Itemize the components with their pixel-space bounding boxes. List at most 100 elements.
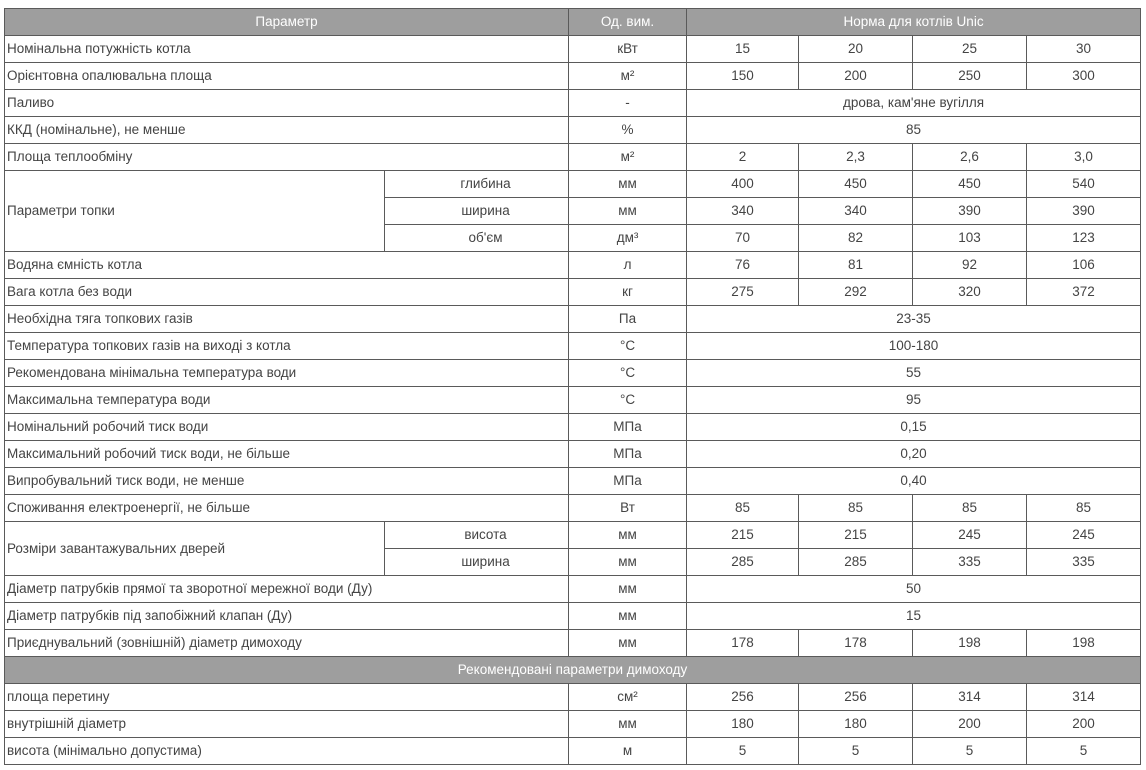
parameter-name: Площа теплообміну — [3, 143, 570, 171]
value-cell: 2,3 — [798, 143, 914, 171]
parameter-name: Максимальний робочий тиск води, не більш… — [3, 440, 570, 468]
unit-cell: °С — [568, 359, 688, 387]
table-row: Діаметр патрубків під запобіжний клапан … — [3, 602, 1142, 630]
value-cell: 275 — [686, 278, 800, 306]
parameter-name: Паливо — [3, 89, 570, 117]
unit-cell: л — [568, 251, 688, 279]
table-row: Максимальна температура води °С 95 — [3, 386, 1142, 414]
unit-cell: °С — [568, 386, 688, 414]
table-row: Діаметр патрубків прямої та зворотної ме… — [3, 575, 1142, 603]
table-row: об'єм дм³ 70 82 103 123 — [5, 224, 1142, 252]
value-cell-merged: 100-180 — [686, 332, 1142, 360]
value-cell: 25 — [912, 35, 1028, 63]
table-row: Площа теплообміну м² 2 2,3 2,6 3,0 — [3, 143, 1142, 171]
table-body: Номінальна потужність котла кВт 15 20 25 30 Ор… — [3, 35, 1142, 765]
value-cell: 178 — [798, 629, 914, 657]
table-row: ККД (номінальне), не менше% 85 — [3, 116, 1142, 144]
parameter-name: Номінальний робочий тиск води — [3, 413, 570, 441]
table-row: Температура топкових газів на виході з к… — [3, 332, 1142, 360]
value-cell: 123 — [1026, 224, 1142, 252]
parameter-name: площа перетину — [3, 683, 570, 711]
header-norm: Норма для котлів Unic — [686, 8, 1142, 36]
header-parameter: Параметр — [3, 8, 570, 36]
value-cell: 81 — [798, 251, 914, 279]
sub-parameter-name: глибина — [383, 170, 570, 198]
table-row: внутрішній діаметр мм 180 180 200 200 — [3, 710, 1142, 738]
value-cell: 285 — [686, 548, 800, 576]
parameter-name: Споживання електроенергії, не більше — [3, 494, 570, 522]
value-cell: 85 — [686, 494, 800, 522]
unit-cell: м² — [568, 143, 688, 171]
value-cell: 103 — [912, 224, 1028, 252]
value-cell: 450 — [798, 170, 914, 198]
unit-cell: дм³ — [568, 224, 688, 252]
parameter-name: Температура топкових газів на виході з к… — [3, 332, 570, 360]
unit-cell: мм — [568, 548, 688, 576]
value-cell: 85 — [1026, 494, 1142, 522]
value-cell: 245 — [912, 521, 1028, 549]
unit-cell: м — [568, 737, 688, 765]
unit-cell: мм — [568, 521, 688, 549]
value-cell: 30 — [1026, 35, 1142, 63]
value-cell: 285 — [798, 548, 914, 576]
unit-cell: Вт — [568, 494, 688, 522]
value-cell: 390 — [912, 197, 1028, 225]
value-cell: 335 — [1026, 548, 1142, 576]
table-row: висота (мінімально допустима) м 5 5 5 5 — [3, 737, 1142, 765]
parameter-name: Необхідна тяга топкових газів — [3, 305, 570, 333]
value-cell: 335 — [912, 548, 1028, 576]
value-cell: 5 — [1026, 737, 1142, 765]
value-cell: 85 — [798, 494, 914, 522]
value-cell: 82 — [798, 224, 914, 252]
unit-cell: мм — [568, 710, 688, 738]
value-cell: 400 — [686, 170, 800, 198]
value-cell: 92 — [912, 251, 1028, 279]
table-row: площа перетину см² 256 256 314 314 — [3, 683, 1142, 711]
parameter-name: Номінальна потужність котла — [3, 35, 570, 63]
parameter-name: Діаметр патрубків під запобіжний клапан … — [3, 602, 570, 630]
sub-parameter-name: об'єм — [383, 224, 570, 252]
table-row: ширина мм 285 285 335 335 — [5, 548, 1142, 576]
unit-cell: МПа — [568, 413, 688, 441]
unit-cell: % — [568, 116, 688, 144]
table-row: Водяна ємність котла л 76 81 92 106 — [3, 251, 1142, 279]
value-cell: 150 — [686, 62, 800, 90]
table-row: Рекомендована мінімальна температура вод… — [3, 359, 1142, 387]
boiler-specs-table: Параметр Од. вим. Норма для котлів Unic … — [3, 8, 1142, 765]
value-cell-merged: 0,40 — [686, 467, 1142, 495]
header-unit: Од. вим. — [568, 8, 688, 36]
parameter-name: Приєднувальний (зовнішній) діаметр димох… — [3, 629, 570, 657]
table-row: Необхідна тяга топкових газів Па 23-35 — [3, 305, 1142, 333]
value-cell: 15 — [686, 35, 800, 63]
parameter-name: Діаметр патрубків прямої та зворотної ме… — [3, 575, 570, 603]
value-cell: 178 — [686, 629, 800, 657]
value-cell: 76 — [686, 251, 800, 279]
parameter-name: Водяна ємність котла — [3, 251, 570, 279]
value-cell: 340 — [686, 197, 800, 225]
value-cell: 2 — [686, 143, 800, 171]
parameter-name: висота (мінімально допустима) — [3, 737, 570, 765]
table-row: Приєднувальний (зовнішній) діаметр димох… — [3, 629, 1142, 657]
value-cell: 450 — [912, 170, 1028, 198]
unit-cell: °С — [568, 332, 688, 360]
value-cell-merged: 55 — [686, 359, 1142, 387]
value-cell-merged: 95 — [686, 386, 1142, 414]
table-row: Паливо - дрова, кам'яне вугілля — [3, 89, 1142, 117]
parameter-name: Рекомендована мінімальна температура вод… — [3, 359, 570, 387]
unit-cell: МПа — [568, 467, 688, 495]
value-cell: 200 — [1026, 710, 1142, 738]
table-row: Споживання електроенергії, не більше Вт 85… — [3, 494, 1142, 522]
value-cell: 5 — [912, 737, 1028, 765]
unit-cell: мм — [568, 602, 688, 630]
value-cell: 340 — [798, 197, 914, 225]
value-cell-merged: 50 — [686, 575, 1142, 603]
value-cell: 256 — [798, 683, 914, 711]
value-cell: 3,0 — [1026, 143, 1142, 171]
value-cell: 200 — [912, 710, 1028, 738]
value-cell: 250 — [912, 62, 1028, 90]
value-cell: 200 — [798, 62, 914, 90]
value-cell-merged: 85 — [686, 116, 1142, 144]
unit-cell: кг — [568, 278, 688, 306]
sub-parameter-name: висота — [383, 521, 570, 549]
unit-cell: мм — [568, 575, 688, 603]
